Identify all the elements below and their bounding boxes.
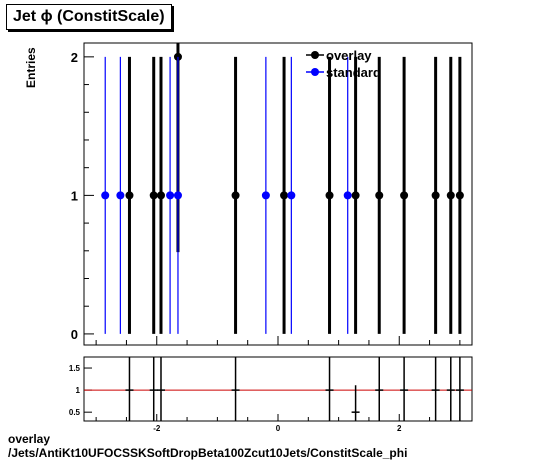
ratio-x-tick-label: -2 xyxy=(153,424,161,433)
ratio-series-layer xyxy=(125,357,464,421)
overlay-marker xyxy=(325,191,334,200)
overlay-marker xyxy=(455,191,464,200)
overlay-marker xyxy=(156,191,165,200)
overlay-marker xyxy=(231,191,240,200)
overlay-marker xyxy=(375,191,384,200)
ratio-x-tick-label: 0 xyxy=(276,424,281,433)
main-y-tick-label: 1 xyxy=(71,188,78,203)
ratio-axes: 0.5 1 1.5 -2 0 2 xyxy=(69,364,472,433)
ratio-y-tick-label: 0.5 xyxy=(69,408,81,417)
standard-marker xyxy=(166,191,175,200)
standard-marker xyxy=(287,191,296,200)
legend-label-standard: standard xyxy=(326,65,381,80)
ratio-plot-frame xyxy=(83,356,473,422)
overlay-marker xyxy=(149,191,158,200)
ratio-y-tick-label: 1.5 xyxy=(69,364,81,373)
ratio-frame-rect xyxy=(83,356,473,422)
overlay-marker xyxy=(125,191,134,200)
standard-marker xyxy=(173,191,182,200)
main-series-layer xyxy=(101,43,464,334)
standard-marker xyxy=(101,191,110,200)
legend-marker-overlay xyxy=(311,51,319,59)
overlay-marker xyxy=(431,191,440,200)
ratio-x-tick-label: 2 xyxy=(397,424,402,433)
plot-title: Jet ϕ (ConstitScale) xyxy=(6,4,172,30)
overlay-marker xyxy=(400,191,409,200)
standard-marker xyxy=(116,191,125,200)
main-y-tick-label: 2 xyxy=(71,50,78,65)
main-y-tick-label: 0 xyxy=(71,327,78,342)
standard-marker xyxy=(343,191,352,200)
standard-marker xyxy=(261,191,270,200)
caption-line-2: /Jets/AntiKt10UFOCSSKSoftDropBeta100Zcut… xyxy=(8,446,408,460)
y-axis-label: Entries xyxy=(24,47,38,88)
main-plot-frame xyxy=(83,42,473,346)
main-frame-rect xyxy=(83,42,473,346)
overlay-marker xyxy=(351,191,360,200)
overlay-marker xyxy=(280,191,289,200)
ratio-y-tick-label: 1 xyxy=(76,386,81,395)
legend-marker-standard xyxy=(311,68,319,76)
overlay-marker xyxy=(446,191,455,200)
legend-label-overlay: overlay xyxy=(326,48,372,63)
legend: overlay standard xyxy=(306,48,381,80)
main-y-axis: 0 1 2 xyxy=(71,50,461,345)
caption-line-1: overlay xyxy=(8,432,51,446)
